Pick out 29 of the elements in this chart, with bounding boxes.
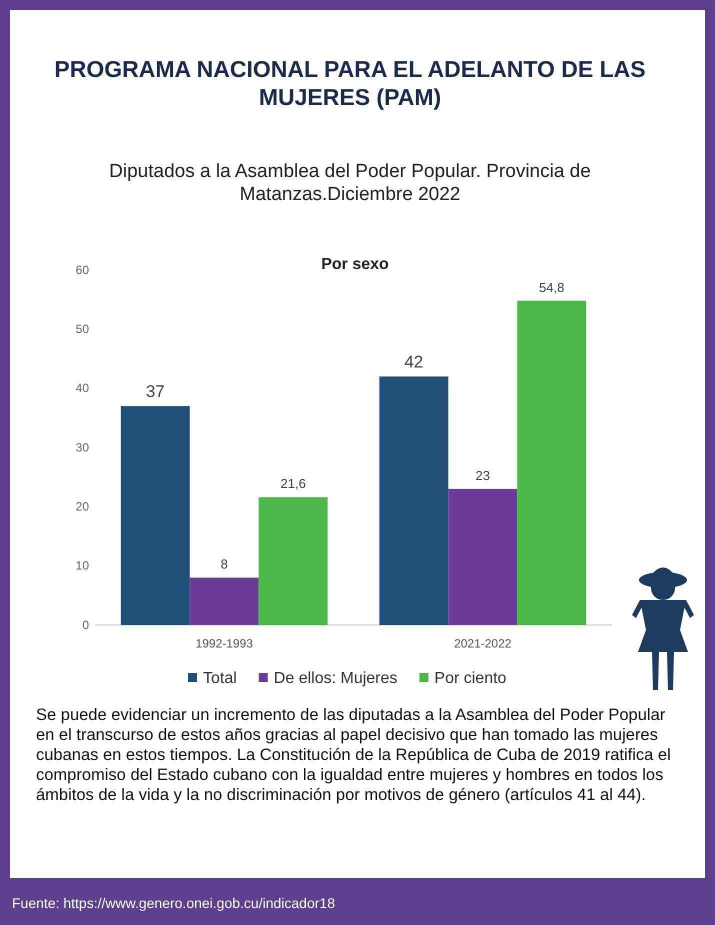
y-tick-label: 10 (76, 558, 90, 573)
legend-label: Por ciento (434, 670, 507, 687)
y-tick-label: 30 (76, 440, 90, 454)
data-label: 8 (220, 556, 228, 572)
y-tick-label: 60 (76, 262, 90, 277)
x-tick-label: 2021-2022 (454, 636, 512, 651)
bar (448, 488, 518, 625)
chart-subtitle: Diputados a la Asamblea del Poder Popular. Provincia de Matanzas.Diciembre 2022 (108, 160, 592, 206)
y-tick-label: 0 (82, 618, 90, 632)
source-note: Fuente: https://www.genero.onei.gob.cu/indicador18 (12, 895, 335, 911)
bar (258, 497, 328, 625)
bar (517, 300, 586, 625)
y-tick-label: 50 (76, 322, 90, 336)
bar (190, 578, 259, 625)
data-label: 23 (476, 468, 490, 483)
chart-title: PROGRAMA NACIONAL PARA EL ADELANTO DE LAS MUJERES (PAM) (53, 55, 647, 111)
data-label: 37 (146, 382, 165, 402)
bar (379, 376, 448, 625)
bar (120, 406, 190, 625)
data-label: 21,6 (280, 476, 306, 492)
text: Se puede evidenciar un incremento de las diputadas a la Asamblea del Poder Popular en el transcurso de estos años gracias al papel decisivo que han tomado las mujeres cubanas en estos tiempos. La Constitución de la República de Cuba de 2019 ratifica el compromiso del Estado cubano con la igualdad entre mujeres y hombres en todos los ámbitos de la vida y la no discriminación por motivos de género (artículos 41 al 44). (36, 705, 672, 805)
x-tick-label: 1992-1993 (196, 636, 254, 651)
data-label: 54,8 (539, 280, 564, 295)
y-tick-label: 40 (76, 381, 90, 396)
legend-label: Total (203, 670, 237, 687)
y-tick-label: 20 (76, 500, 90, 514)
legend-label: De ellos: Mujeres (274, 670, 398, 687)
data-label: 42 (404, 352, 424, 372)
legend-title: Por sexo (321, 256, 390, 273)
